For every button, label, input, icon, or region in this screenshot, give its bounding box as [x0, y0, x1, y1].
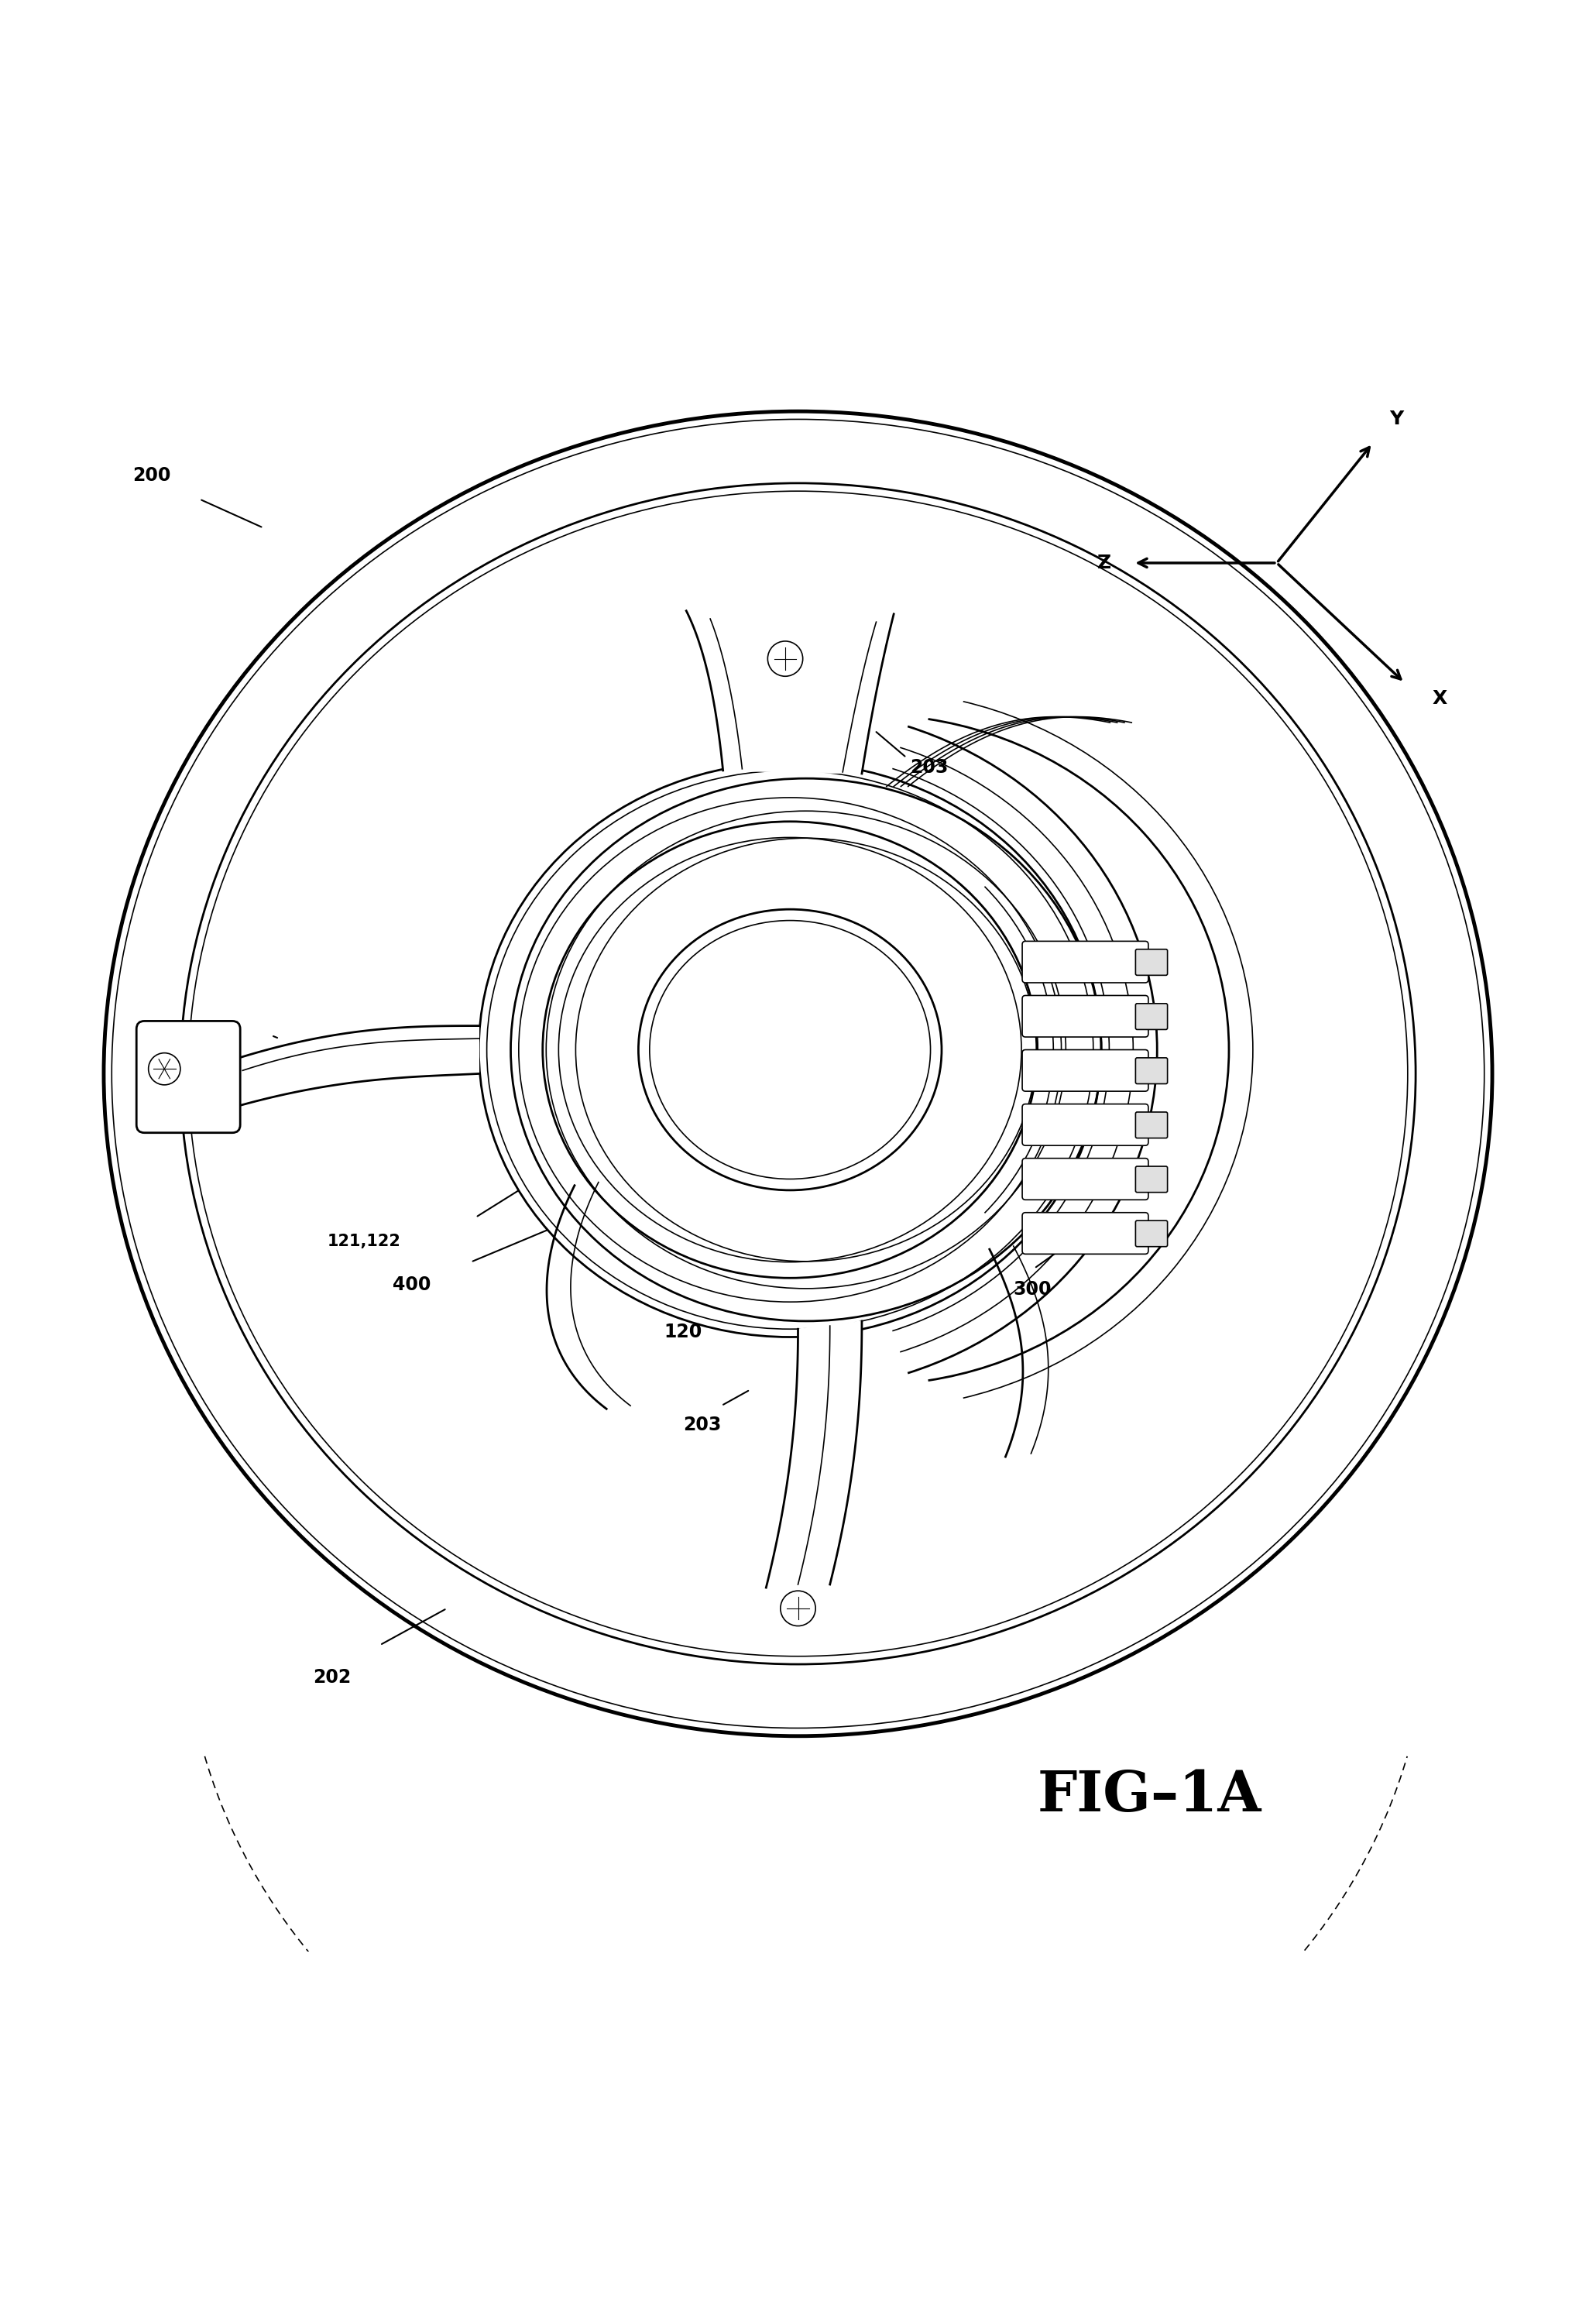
Text: X: X: [1432, 690, 1448, 708]
Text: FIG–1A: FIG–1A: [1037, 1767, 1261, 1823]
FancyBboxPatch shape: [1135, 1004, 1167, 1029]
FancyBboxPatch shape: [1021, 997, 1149, 1036]
FancyBboxPatch shape: [1021, 1050, 1149, 1091]
FancyBboxPatch shape: [1021, 1213, 1149, 1255]
Ellipse shape: [104, 411, 1492, 1737]
Polygon shape: [766, 1322, 862, 1587]
Circle shape: [768, 641, 803, 676]
Circle shape: [148, 1052, 180, 1084]
Polygon shape: [686, 611, 894, 773]
Text: 120: 120: [664, 1322, 702, 1343]
Text: 203: 203: [910, 759, 948, 777]
Text: 202: 202: [313, 1668, 351, 1686]
Ellipse shape: [638, 909, 942, 1190]
Text: 300: 300: [1013, 1280, 1052, 1299]
Text: 203: 203: [201, 1020, 239, 1038]
FancyBboxPatch shape: [1135, 1059, 1167, 1084]
FancyBboxPatch shape: [1135, 1112, 1167, 1137]
FancyBboxPatch shape: [1021, 1105, 1149, 1147]
Ellipse shape: [479, 761, 1101, 1338]
Text: 200: 200: [132, 466, 171, 484]
FancyBboxPatch shape: [1021, 941, 1149, 983]
FancyBboxPatch shape: [136, 1022, 239, 1133]
FancyBboxPatch shape: [1021, 1158, 1149, 1200]
Text: Z: Z: [1098, 554, 1111, 572]
FancyBboxPatch shape: [1135, 1220, 1167, 1246]
FancyBboxPatch shape: [1135, 1167, 1167, 1193]
Text: 400: 400: [393, 1276, 431, 1294]
Text: 100: 100: [547, 930, 586, 948]
FancyBboxPatch shape: [1135, 948, 1167, 976]
Text: 203: 203: [683, 1416, 721, 1435]
Circle shape: [780, 1592, 816, 1626]
Text: Y: Y: [1390, 411, 1403, 429]
Text: 121,122: 121,122: [327, 1234, 401, 1248]
Polygon shape: [239, 1027, 479, 1105]
